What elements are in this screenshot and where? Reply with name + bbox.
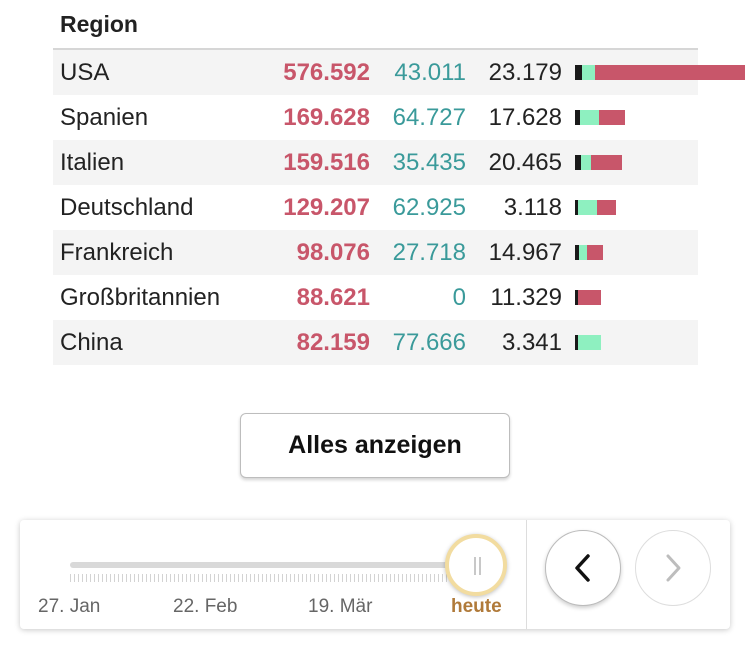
deaths-value: 23.179	[488, 59, 562, 86]
cases-value: 576.592	[283, 59, 370, 86]
bar-active-segment	[578, 290, 601, 305]
bar-deaths-segment	[575, 110, 580, 125]
timeline-label: 22. Feb	[173, 596, 238, 617]
bar-recovered-segment	[582, 65, 595, 80]
chevron-right-icon	[666, 554, 681, 582]
bar-active-segment	[599, 110, 625, 125]
recovered-value: 35.435	[392, 149, 466, 176]
region-table: Region USA 576.592 43.011 23.179 Spanien 169.…	[53, 0, 745, 365]
table-row[interactable]: USA 576.592 43.011 23.179	[53, 50, 745, 95]
table-row[interactable]: Deutschland 129.207 62.925 3.118	[53, 185, 698, 230]
table-row[interactable]: Italien 159.516 35.435 20.465	[53, 140, 698, 185]
bar-active-segment	[597, 200, 616, 215]
bar-active-segment	[595, 65, 745, 80]
bar-recovered-segment	[579, 245, 587, 260]
region-name: Spanien	[60, 104, 149, 131]
timeline-track[interactable]	[70, 562, 480, 568]
bar-deaths-segment	[575, 200, 578, 215]
cases-value: 82.159	[296, 329, 370, 356]
table-row[interactable]: China 82.159 77.666 3.341	[53, 320, 698, 365]
slider-grip-icon	[479, 557, 481, 575]
table-body: USA 576.592 43.011 23.179 Spanien 169.628 64.7…	[53, 50, 745, 365]
slider-grip-icon	[474, 557, 476, 575]
bar-deaths-segment	[575, 335, 578, 350]
deaths-value: 14.967	[488, 239, 562, 266]
region-name: China	[60, 329, 123, 356]
previous-button[interactable]	[545, 530, 621, 606]
bar-active-segment	[587, 245, 603, 260]
recovered-value: 0	[452, 284, 466, 311]
timeline-label-today: heute	[451, 596, 502, 617]
cases-value: 88.621	[296, 284, 370, 311]
table-row[interactable]: Frankreich 98.076 27.718 14.967	[53, 230, 698, 275]
deaths-value: 11.329	[490, 284, 562, 311]
recovered-value: 64.727	[392, 104, 466, 131]
table-row[interactable]: Großbritannien 88.621 0 11.329	[53, 275, 698, 320]
timeline-ticks	[70, 574, 480, 582]
region-name: Deutschland	[60, 194, 194, 221]
bar-recovered-segment	[580, 110, 599, 125]
case-distribution-bar	[575, 110, 625, 125]
timeline-panel: 27. Jan 22. Feb 19. Mär heute	[20, 520, 730, 629]
next-button[interactable]	[635, 530, 711, 606]
region-name: USA	[60, 59, 110, 86]
deaths-value: 3.341	[501, 329, 562, 356]
case-distribution-bar	[575, 155, 622, 170]
case-distribution-bar	[575, 245, 603, 260]
bar-deaths-segment	[575, 245, 579, 260]
show-all-button[interactable]: Alles anzeigen	[240, 413, 510, 478]
recovered-value: 62.925	[392, 194, 466, 221]
bar-deaths-segment	[575, 290, 578, 305]
case-distribution-bar	[575, 65, 745, 80]
timeline-label: 19. Mär	[308, 596, 373, 617]
bar-deaths-segment	[575, 155, 581, 170]
deaths-value: 3.118	[503, 194, 562, 221]
bar-recovered-segment	[578, 200, 597, 215]
case-distribution-bar	[575, 200, 616, 215]
region-name: Italien	[60, 149, 125, 176]
case-distribution-bar	[575, 335, 601, 350]
region-name: Frankreich	[60, 239, 174, 266]
table-header-region: Region	[53, 0, 698, 50]
case-distribution-bar	[575, 290, 601, 305]
bar-deaths-segment	[575, 65, 582, 80]
recovered-value: 43.011	[394, 59, 466, 86]
cases-value: 159.516	[283, 149, 370, 176]
cases-value: 98.076	[296, 239, 370, 266]
timeline-label: 27. Jan	[38, 596, 101, 617]
bar-recovered-segment	[578, 335, 601, 350]
recovered-value: 77.666	[392, 329, 466, 356]
chevron-left-icon	[575, 554, 590, 582]
cases-value: 129.207	[283, 194, 370, 221]
bar-active-segment	[591, 155, 622, 170]
deaths-value: 17.628	[488, 104, 562, 131]
timeline-divider	[526, 520, 527, 629]
deaths-value: 20.465	[488, 149, 562, 176]
region-name: Großbritannien	[60, 284, 221, 311]
bar-recovered-segment	[581, 155, 591, 170]
recovered-value: 27.718	[392, 239, 466, 266]
table-row[interactable]: Spanien 169.628 64.727 17.628	[53, 95, 698, 140]
timeline-slider-thumb[interactable]	[445, 534, 507, 596]
cases-value: 169.628	[283, 104, 370, 131]
